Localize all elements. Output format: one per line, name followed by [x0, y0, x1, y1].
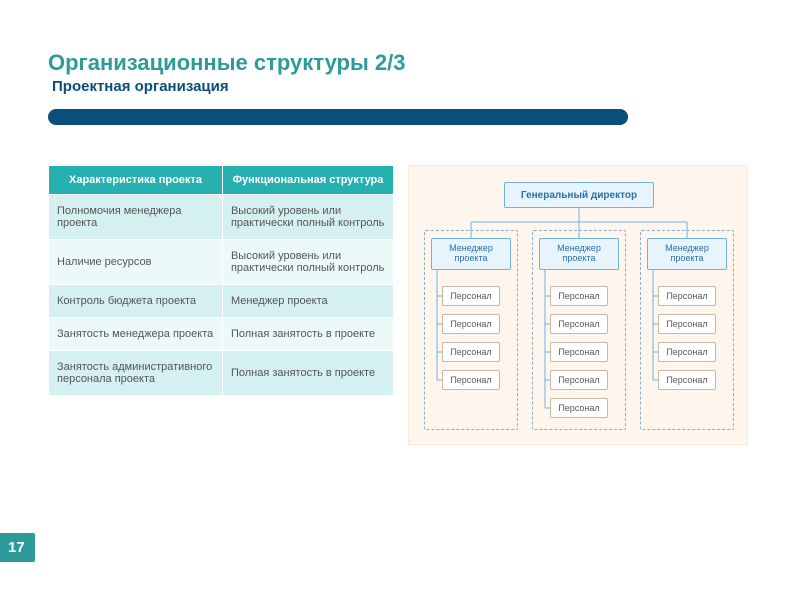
org-staff-node: Персонал — [442, 370, 500, 390]
table-row: Наличие ресурсов Высокий уровень или пра… — [49, 240, 394, 285]
org-staff-node: Персонал — [658, 286, 716, 306]
page-number-badge: 17 — [0, 533, 35, 562]
org-staff-node: Персонал — [550, 314, 608, 334]
mgr-label-2: проекта — [671, 254, 704, 264]
characteristics-table: Характеристика проекта Функциональная ст… — [48, 165, 394, 396]
org-manager-node: Менеджер проекта — [431, 238, 511, 270]
org-staff-node: Персонал — [658, 370, 716, 390]
table-row: Полномочия менеджера проекта Высокий уро… — [49, 195, 394, 240]
table-cell: Наличие ресурсов — [49, 240, 223, 285]
table-row: Занятость административного персонала пр… — [49, 351, 394, 396]
table-cell: Полная занятость в проекте — [222, 318, 393, 351]
table-cell: Контроль бюджета проекта — [49, 285, 223, 318]
org-top-node: Генеральный директор — [504, 182, 654, 208]
org-staff-node: Персонал — [550, 398, 608, 418]
table-cell: Полная занятость в проекте — [222, 351, 393, 396]
table-row: Занятость менеджера проекта Полная занят… — [49, 318, 394, 351]
org-staff-node: Персонал — [550, 370, 608, 390]
table-cell: Полномочия менеджера проекта — [49, 195, 223, 240]
table-cell: Менеджер проекта — [222, 285, 393, 318]
table-cell: Высокий уровень или практически полный к… — [222, 240, 393, 285]
table-header: Функциональная структура — [222, 166, 393, 195]
org-manager-node: Менеджер проекта — [647, 238, 727, 270]
table-header: Характеристика проекта — [49, 166, 223, 195]
org-staff-node: Персонал — [550, 342, 608, 362]
slide-subtitle: Проектная организация — [52, 78, 752, 95]
org-staff-node: Персонал — [442, 342, 500, 362]
table-cell: Высокий уровень или практически полный к… — [222, 195, 393, 240]
org-staff-node: Персонал — [550, 286, 608, 306]
divider-bar — [48, 109, 628, 125]
table-cell: Занятость административного персонала пр… — [49, 351, 223, 396]
org-staff-node: Персонал — [442, 314, 500, 334]
org-manager-node: Менеджер проекта — [539, 238, 619, 270]
org-staff-node: Персонал — [658, 342, 716, 362]
slide-title: Организационные структуры 2/3 — [48, 50, 752, 76]
org-chart: Генеральный директор Менеджер проекта Ме… — [408, 165, 748, 445]
mgr-label-2: проекта — [455, 254, 488, 264]
table-cell: Занятость менеджера проекта — [49, 318, 223, 351]
org-staff-node: Персонал — [442, 286, 500, 306]
mgr-label-2: проекта — [563, 254, 596, 264]
org-staff-node: Персонал — [658, 314, 716, 334]
table-row: Контроль бюджета проекта Менеджер проект… — [49, 285, 394, 318]
content-row: Характеристика проекта Функциональная ст… — [48, 165, 752, 445]
